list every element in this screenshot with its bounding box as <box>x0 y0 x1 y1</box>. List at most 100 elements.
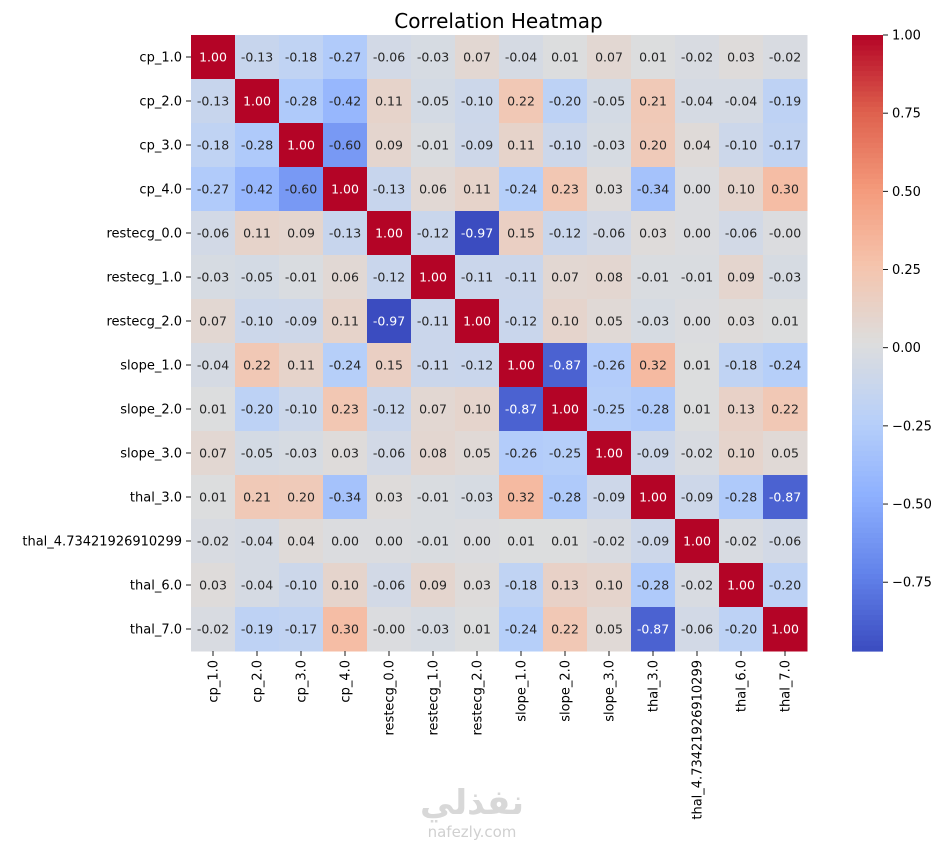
cell-value-label: 0.01 <box>771 314 799 329</box>
heatmap-cell <box>763 35 808 80</box>
colorbar-segment <box>852 291 883 298</box>
cell-value-label: 0.03 <box>375 490 403 505</box>
colorbar-segment <box>852 358 883 365</box>
heatmap-cell <box>191 387 236 432</box>
cell-value-label: -0.10 <box>549 138 581 153</box>
heatmap-cell <box>675 607 720 652</box>
colorbar-segment <box>852 373 883 380</box>
colorbar-segment <box>852 543 883 549</box>
heatmap-cell <box>235 255 280 300</box>
colorbar-segment <box>852 461 883 467</box>
heatmap-cell <box>191 79 236 124</box>
heatmap-cell <box>235 299 280 344</box>
heatmap-cell <box>191 35 236 80</box>
y-tick-label: thal_6.0 <box>130 579 182 594</box>
heatmap-cell <box>367 607 412 652</box>
heatmap-cell <box>411 475 456 520</box>
colorbar: 1.00 0.75 0.50 0.25 0.00 −0.25 −0.50 −0.75 <box>852 29 932 652</box>
colorbar-segment <box>852 491 883 498</box>
cell-value-label: -0.05 <box>241 446 273 461</box>
heatmap-cell <box>279 431 324 476</box>
heatmap-cell <box>455 431 500 476</box>
colorbar-segment <box>852 281 883 288</box>
cell-value-label: 0.05 <box>595 314 623 329</box>
cell-value-label: -0.06 <box>681 622 713 637</box>
cell-value-label: -0.04 <box>505 50 537 65</box>
heatmap-cell <box>587 607 632 652</box>
cell-value-label: -0.01 <box>417 138 449 153</box>
cell-value-label: 0.01 <box>551 50 579 65</box>
heatmap-cell <box>367 35 412 80</box>
heatmap-cell <box>499 255 544 300</box>
cell-value-label: -0.04 <box>241 578 273 593</box>
colorbar-segment <box>852 173 883 180</box>
heatmap-cell <box>279 607 324 652</box>
colorbar-segment <box>852 245 883 252</box>
heatmap-cell <box>367 255 412 300</box>
cell-value-label: -0.06 <box>197 226 229 241</box>
colorbar-segment <box>852 579 883 585</box>
cell-value-label: 0.22 <box>243 358 271 373</box>
cell-value-label: -0.05 <box>417 94 449 109</box>
heatmap-cell <box>763 607 808 652</box>
cell-value-label: -0.09 <box>285 314 317 329</box>
heatmap-cell <box>719 167 764 212</box>
heatmap-cell <box>719 35 764 80</box>
heatmap-cell <box>499 607 544 652</box>
cell-value-label: 0.30 <box>331 622 359 637</box>
heatmap-cell <box>235 607 280 652</box>
cell-value-label: 0.07 <box>199 314 227 329</box>
heatmap-cell <box>455 255 500 300</box>
colorbar-segment <box>852 168 883 175</box>
colorbar-segment <box>852 532 883 539</box>
heatmap-cell <box>191 123 236 168</box>
heatmap-cell <box>543 167 588 212</box>
heatmap-cell <box>675 123 720 168</box>
x-tick-label: thal_3.0 <box>647 660 662 712</box>
heatmap-cell <box>323 343 368 388</box>
cell-value-label: 0.05 <box>771 446 799 461</box>
cell-value-label: -0.02 <box>197 534 229 549</box>
cell-value-label: -0.11 <box>417 358 449 373</box>
cell-value-label: 0.01 <box>639 50 667 65</box>
heatmap-cell <box>367 167 412 212</box>
heatmap-cell <box>191 167 236 212</box>
cell-value-label: 1.00 <box>771 622 799 637</box>
heatmap-cell <box>719 343 764 388</box>
cell-value-label: 1.00 <box>507 358 535 373</box>
colorbar-segment <box>852 635 883 642</box>
heatmap-cell <box>675 475 720 520</box>
colorbar-segment <box>852 91 883 98</box>
colorbar-segment <box>852 625 883 632</box>
heatmap-cell <box>323 123 368 168</box>
cell-value-label: -0.13 <box>329 226 361 241</box>
cell-value-label: 0.11 <box>375 94 403 109</box>
cell-value-label: -0.10 <box>725 138 757 153</box>
cell-value-label: 0.13 <box>551 578 579 593</box>
y-tick-label: slope_1.0 <box>120 359 182 374</box>
colorbar-segment <box>852 101 883 108</box>
heatmap-cell <box>455 387 500 432</box>
cell-value-label: -0.18 <box>505 578 537 593</box>
heatmap-cell <box>367 123 412 168</box>
x-axis-labels: cp_1.0 cp_2.0 cp_3.0 cp_4.0 restecg_0.0 reste… <box>207 651 794 820</box>
watermark-arabic: نفذلي <box>420 783 524 823</box>
heatmap-cell <box>411 519 456 564</box>
heatmap-cell <box>763 255 808 300</box>
cell-value-label: 1.00 <box>375 226 403 241</box>
y-tick-label: slope_3.0 <box>120 447 182 462</box>
cell-value-label: -0.03 <box>769 270 801 285</box>
heatmap-cell <box>235 387 280 432</box>
heatmap-cell <box>763 299 808 344</box>
cell-value-label: 0.13 <box>727 402 755 417</box>
cell-value-label: 1.00 <box>595 446 623 461</box>
cell-value-label: 0.32 <box>507 490 535 505</box>
cell-value-label: -0.28 <box>725 490 757 505</box>
heatmap-cell <box>675 79 720 124</box>
cell-value-label: -0.03 <box>197 270 229 285</box>
cell-value-label: -0.02 <box>725 534 757 549</box>
cell-value-label: 0.07 <box>199 446 227 461</box>
cell-value-label: 0.04 <box>683 138 711 153</box>
cell-value-label: 0.20 <box>287 490 315 505</box>
x-tick-label: restecg_1.0 <box>427 660 442 736</box>
